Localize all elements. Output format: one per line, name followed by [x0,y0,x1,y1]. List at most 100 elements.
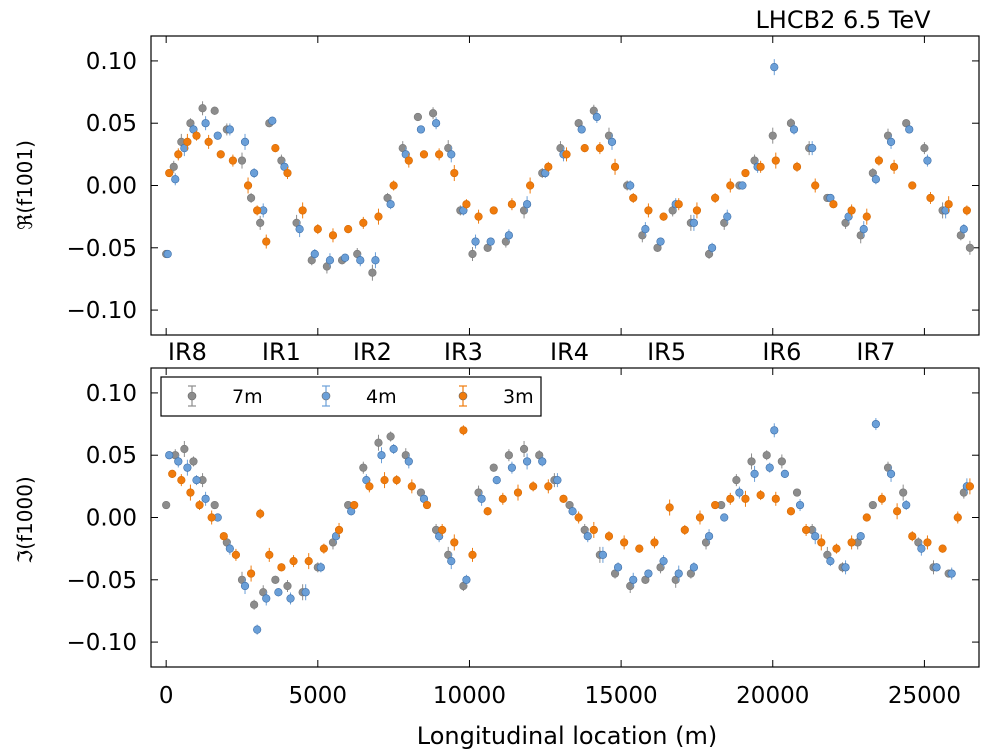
ir-label: IR6 [762,338,801,366]
data-point [468,550,477,559]
data-point [350,500,359,510]
data-point [562,150,571,159]
x-tick-label: 5000 [289,683,348,709]
data-point [483,507,492,516]
data-point [262,237,271,246]
data-point [262,594,271,603]
data-point [213,131,222,140]
data-point [829,200,838,209]
data-point [704,532,714,541]
ir-label: IR8 [168,338,207,366]
data-point [304,557,313,566]
bottom-y-label: ℑ(f1000) [13,476,37,564]
data-point [899,488,908,497]
data-point [289,557,298,566]
data-point [169,162,178,171]
data-point [544,482,553,491]
legend-box [160,376,542,417]
data-point [201,494,210,503]
data-point [174,150,183,159]
data-point [183,137,192,146]
data-point [477,494,486,503]
data-point [474,212,483,221]
plot-frame [150,35,980,336]
data-point [522,457,532,466]
data-point [674,569,683,578]
data-point [207,513,216,522]
data-point [392,476,401,485]
data-point [165,168,174,178]
data-point [762,451,771,460]
data-point [195,500,204,510]
y-tick-label: 0.10 [86,381,137,407]
x-tick-label: 25000 [888,683,961,709]
data-point [377,451,386,460]
data-point [877,494,887,503]
data-point [908,532,917,541]
data-point [225,544,234,553]
data-point [210,500,219,510]
data-point [592,112,601,122]
x-tick-label: 10000 [433,683,506,709]
legend-label: 3m [503,386,534,408]
data-point [447,557,456,566]
data-point [953,513,962,522]
data-point [504,451,513,460]
ir-label: IR3 [444,338,483,366]
data-point [871,419,880,429]
data-point [341,253,350,262]
data-point [192,476,201,485]
data-point [240,581,250,591]
data-point [817,538,826,547]
data-point [770,63,779,72]
y-tick-label: 0.05 [86,111,137,137]
data-point [486,237,495,246]
data-point [595,144,604,153]
data-point [380,476,389,485]
x-tick-label: 20000 [736,683,809,709]
data-point [404,457,413,466]
data-point [529,482,538,491]
data-point [374,212,383,221]
data-point [522,200,532,209]
data-point [468,249,477,259]
data-point [583,532,592,541]
data-point [462,575,471,584]
data-point [163,249,172,259]
data-point [559,494,568,503]
data-point [513,488,523,497]
data-point [277,563,286,572]
data-point [811,532,820,541]
data-point [192,131,201,140]
data-point [177,476,186,485]
data-point [407,482,416,491]
data-point [359,218,368,227]
data-point [489,463,498,472]
data-point [198,104,207,113]
x-axis-label: Longitudinal location (m) [417,722,717,750]
data-point [334,525,344,535]
data-point [237,156,247,165]
legend-marker [187,391,197,401]
data-point [917,544,926,553]
data-point [889,162,899,171]
data-point [589,525,598,535]
data-point [771,494,780,503]
data-point [726,494,735,503]
data-point [886,137,896,146]
legend-marker [321,391,331,401]
data-point [771,156,780,165]
data-point [607,137,617,146]
series-7m [162,431,968,610]
data-point [932,563,941,572]
data-point [219,532,228,541]
legend: 7m 4m 3m [160,376,542,417]
data-point [926,193,935,203]
data-point [450,538,459,547]
data-point [489,206,498,215]
data-point [186,488,195,497]
data-point [286,594,295,603]
data-point [359,463,368,472]
data-point [768,131,777,140]
data-point [298,206,307,215]
